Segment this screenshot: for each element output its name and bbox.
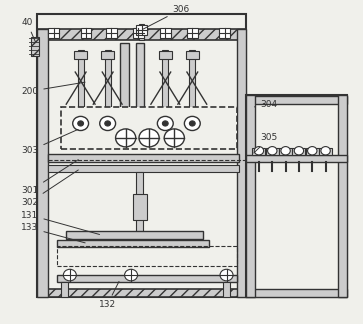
Text: 301: 301 — [21, 160, 78, 195]
Bar — [31, 37, 39, 56]
Circle shape — [220, 269, 233, 281]
Bar — [246, 96, 347, 104]
Circle shape — [139, 129, 159, 147]
Text: 132: 132 — [99, 282, 119, 309]
Bar — [105, 50, 111, 120]
Bar — [293, 148, 305, 155]
Bar — [120, 43, 129, 146]
Text: 40: 40 — [21, 18, 36, 42]
Bar — [57, 246, 237, 266]
Bar — [139, 24, 144, 40]
Bar — [81, 28, 91, 38]
Bar — [279, 148, 292, 155]
Bar — [61, 107, 237, 149]
Text: 133: 133 — [21, 223, 85, 243]
Circle shape — [307, 146, 317, 155]
Circle shape — [105, 121, 111, 126]
Bar — [61, 283, 68, 297]
Bar — [187, 28, 198, 38]
Circle shape — [73, 116, 89, 131]
Circle shape — [268, 146, 277, 155]
Circle shape — [115, 129, 136, 147]
Circle shape — [254, 146, 264, 155]
Bar — [246, 95, 255, 297]
Circle shape — [158, 116, 173, 131]
Circle shape — [294, 146, 303, 155]
Bar — [57, 275, 237, 283]
Bar — [223, 283, 230, 297]
Circle shape — [78, 121, 83, 126]
Circle shape — [125, 269, 138, 281]
Bar — [136, 43, 144, 146]
Bar — [133, 28, 144, 38]
Bar — [219, 28, 230, 38]
Bar — [78, 50, 83, 120]
Bar — [162, 50, 168, 120]
Bar — [186, 51, 199, 59]
Bar — [37, 29, 246, 40]
Text: 304: 304 — [254, 100, 278, 109]
Circle shape — [64, 269, 76, 281]
Bar — [246, 289, 347, 297]
Bar — [74, 51, 87, 59]
Bar — [101, 51, 114, 59]
Bar — [136, 25, 147, 35]
Bar — [48, 154, 239, 162]
Bar — [106, 28, 117, 38]
Circle shape — [164, 129, 184, 147]
Text: 200: 200 — [21, 82, 85, 96]
Circle shape — [189, 121, 195, 126]
Text: 303: 303 — [21, 129, 78, 155]
Bar — [306, 148, 319, 155]
Circle shape — [321, 146, 330, 155]
Bar — [57, 240, 208, 247]
Text: 305: 305 — [254, 133, 278, 153]
Text: 131: 131 — [21, 211, 99, 235]
Bar — [48, 165, 239, 172]
Bar — [252, 148, 265, 155]
Bar — [246, 95, 347, 297]
Bar — [237, 29, 246, 297]
Bar — [133, 194, 147, 220]
Bar — [159, 51, 172, 59]
Bar — [160, 28, 171, 38]
Circle shape — [100, 116, 115, 131]
Bar — [37, 29, 48, 297]
Bar — [37, 14, 246, 297]
Bar — [189, 50, 195, 120]
Bar — [136, 172, 143, 233]
Bar — [66, 231, 203, 239]
Circle shape — [184, 116, 200, 131]
Text: 302: 302 — [21, 170, 78, 207]
Bar — [319, 148, 332, 155]
Circle shape — [162, 121, 168, 126]
Bar — [37, 289, 246, 297]
Bar — [266, 148, 279, 155]
Bar — [48, 28, 59, 38]
Bar — [338, 95, 347, 297]
Circle shape — [281, 146, 290, 155]
Text: 306: 306 — [143, 5, 190, 29]
Bar — [246, 155, 347, 162]
